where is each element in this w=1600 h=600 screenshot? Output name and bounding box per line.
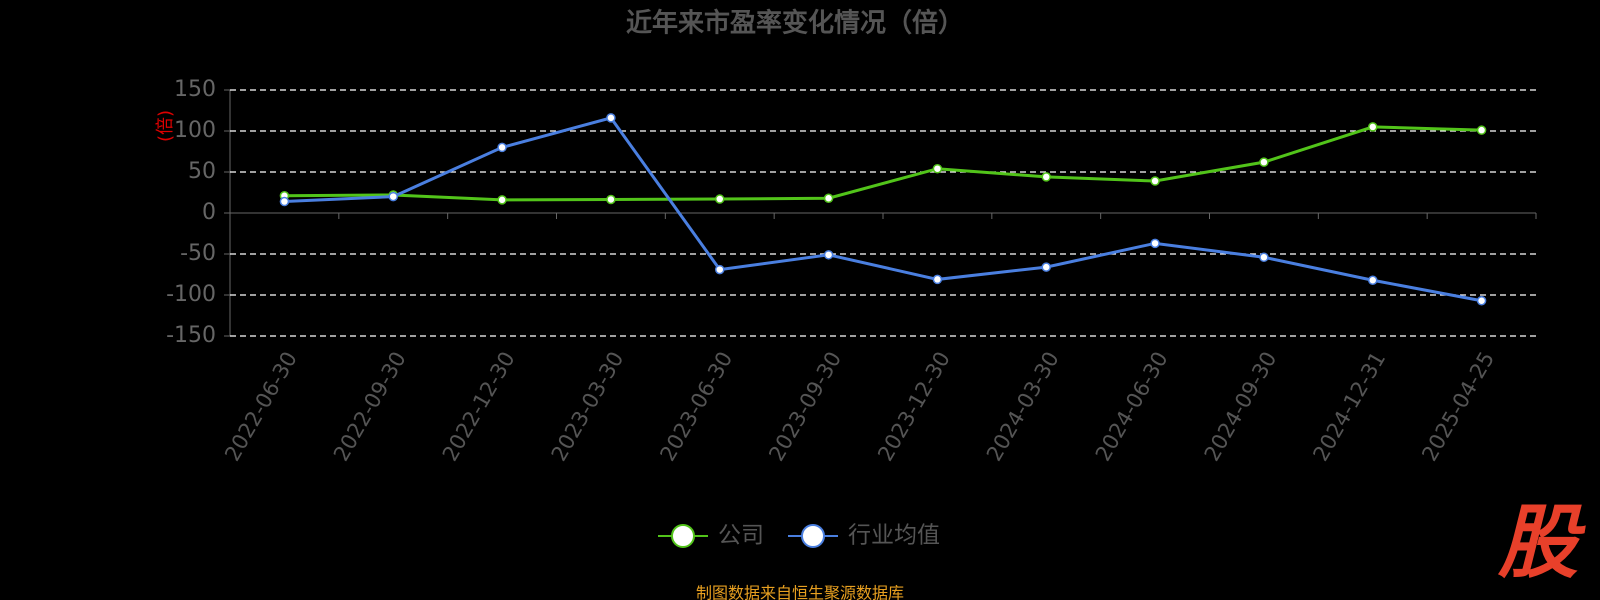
data-point bbox=[1368, 122, 1378, 132]
x-tick-label: 2023-06-30 bbox=[655, 348, 737, 466]
data-point bbox=[279, 196, 290, 207]
x-tick-label: 2024-12-31 bbox=[1308, 348, 1390, 466]
data-point bbox=[1259, 252, 1269, 263]
y-tick-label: 150 bbox=[174, 77, 216, 102]
data-point bbox=[1476, 295, 1487, 306]
source-note: 制图数据来自恒生聚源数据库 bbox=[696, 584, 904, 600]
y-tick-label: 50 bbox=[188, 159, 216, 184]
legend-marker bbox=[801, 524, 825, 548]
data-point bbox=[1150, 176, 1160, 186]
data-point bbox=[1368, 275, 1378, 285]
data-point bbox=[606, 194, 616, 205]
y-tick-label: -150 bbox=[166, 323, 216, 348]
legend-label: 行业均值 bbox=[848, 523, 940, 549]
x-tick-label: 2023-09-30 bbox=[764, 348, 846, 466]
data-point bbox=[823, 250, 834, 260]
series-line bbox=[284, 116, 1482, 303]
x-tick-label: 2023-03-30 bbox=[547, 348, 629, 466]
data-point bbox=[823, 193, 834, 203]
data-point bbox=[932, 274, 943, 285]
data-point bbox=[715, 264, 725, 275]
series-line bbox=[284, 125, 1482, 202]
data-point bbox=[1259, 157, 1269, 167]
chart-title: 近年来市盈率变化情况（倍） bbox=[626, 8, 964, 39]
x-tick-label: 2022-06-30 bbox=[220, 348, 302, 466]
y-tick-label: -50 bbox=[180, 241, 216, 266]
data-point bbox=[1041, 262, 1051, 272]
data-point bbox=[715, 194, 725, 204]
x-tick-label: 2024-06-30 bbox=[1091, 348, 1173, 466]
legend-marker bbox=[671, 524, 695, 548]
legend-label: 公司 bbox=[718, 523, 764, 549]
data-point bbox=[932, 163, 943, 174]
y-tick-label: 100 bbox=[174, 118, 216, 143]
x-tick-label: 2022-12-30 bbox=[438, 348, 520, 466]
y-tick-label: -100 bbox=[166, 282, 216, 307]
y-axis-label: (倍) bbox=[155, 110, 176, 142]
data-point bbox=[1476, 125, 1487, 135]
data-point bbox=[606, 113, 616, 123]
x-tick-label: 2025-04-25 bbox=[1417, 348, 1499, 466]
x-tick-label: 2024-03-30 bbox=[982, 348, 1064, 466]
x-tick-label: 2023-12-30 bbox=[873, 348, 955, 466]
logo: 股 bbox=[1497, 496, 1586, 589]
data-point bbox=[1150, 238, 1160, 249]
data-point bbox=[388, 191, 398, 202]
x-tick-label: 2024-09-30 bbox=[1200, 348, 1282, 466]
y-tick-label: 0 bbox=[202, 200, 216, 225]
x-tick-label: 2022-09-30 bbox=[329, 348, 411, 466]
data-point bbox=[497, 195, 507, 205]
data-point bbox=[497, 142, 507, 153]
data-point bbox=[1041, 172, 1051, 182]
